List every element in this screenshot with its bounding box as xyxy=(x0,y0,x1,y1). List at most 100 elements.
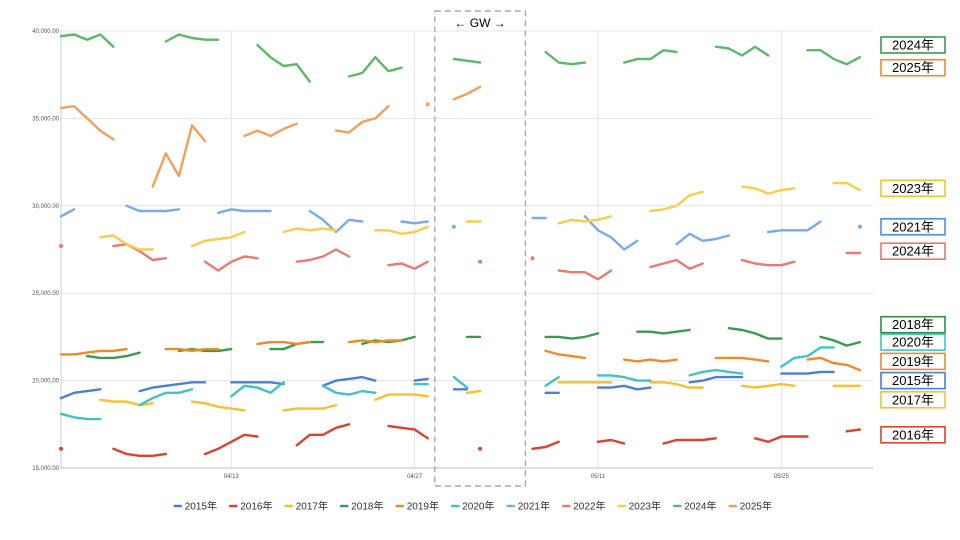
series-line-segment xyxy=(203,255,259,272)
series-lines xyxy=(59,33,862,457)
legend-label: 2022年 xyxy=(573,500,605,513)
series-line-segment xyxy=(295,423,351,447)
series-line-segment xyxy=(544,332,600,340)
legend-label: 2024年 xyxy=(684,500,716,513)
series-line-segment xyxy=(400,220,429,225)
legend-label: 2021年 xyxy=(518,500,550,513)
series-line-segment xyxy=(767,220,822,234)
series-line-segment xyxy=(806,356,862,372)
series-line-segment xyxy=(806,49,862,66)
legend-item: 2019年 xyxy=(395,500,439,513)
series-line-segment xyxy=(452,85,482,101)
gw-annotation: ← GW → xyxy=(434,10,527,487)
series-line-segment xyxy=(832,181,862,192)
series-2015年 xyxy=(59,370,835,400)
legend-label: 2018年 xyxy=(351,500,383,513)
legend-item: 2024年 xyxy=(672,500,717,513)
series-tag: 2016年 xyxy=(880,425,946,444)
data-point xyxy=(478,259,483,264)
series-line-segment xyxy=(623,358,678,363)
series-tag-box xyxy=(880,179,946,198)
series-tag: 2019年 xyxy=(880,352,946,371)
series-line-segment xyxy=(217,208,272,214)
series-tag: 2024年 xyxy=(880,36,946,54)
data-point xyxy=(425,102,430,107)
x-tick-label: 05/25 xyxy=(774,474,790,480)
series-tag-box xyxy=(880,218,946,236)
legend-item: 2023年 xyxy=(617,500,661,513)
series-2016年 xyxy=(59,423,862,457)
series-2024年 xyxy=(59,33,862,83)
series-tag-label: 2020年 xyxy=(892,335,934,350)
gw-label: ← GW → xyxy=(454,16,505,30)
series-line-segment xyxy=(256,43,311,83)
y-tick-label: 15,000.00 xyxy=(32,466,59,472)
series-line-segment xyxy=(452,57,482,64)
series-tag-box xyxy=(880,425,946,444)
series-2017年 xyxy=(99,381,862,412)
series-tag-box xyxy=(880,333,946,351)
series-line-segment xyxy=(125,204,181,213)
series-line-segment xyxy=(243,122,298,138)
series-tag-box xyxy=(880,36,946,54)
legend-item: 2022年 xyxy=(561,500,606,513)
legend: 2015年 2016年 2017年 2018年 2019年 2020年 2021年 2022年… xyxy=(173,500,772,513)
series-tag-label: 2017年 xyxy=(892,392,934,407)
series-line-segment xyxy=(531,440,560,450)
series-line-segment xyxy=(138,388,194,407)
series-line-segment xyxy=(557,269,613,281)
y-tick-label: 40,000.00 xyxy=(32,29,59,35)
series-line-segment xyxy=(740,258,796,267)
legend-label: 2017年 xyxy=(296,500,328,513)
legend-item: 2021年 xyxy=(506,500,550,513)
series-line-segment xyxy=(374,225,429,235)
series-line-segment xyxy=(164,347,220,353)
series-tag-label: 2016年 xyxy=(892,427,934,442)
series-line-segment xyxy=(282,227,338,234)
legend-item: 2016年 xyxy=(228,500,273,513)
legend-item: 2015年 xyxy=(173,500,217,513)
legend-label: 2025年 xyxy=(740,500,772,513)
series-line-segment xyxy=(138,381,207,393)
series-line-segment xyxy=(662,437,717,445)
series-tag: 2018年 xyxy=(880,315,946,334)
y-tick-label: 20,000.00 xyxy=(32,379,59,385)
series-tag-box xyxy=(880,242,946,260)
series-line-segment xyxy=(596,374,652,382)
series-line-segment xyxy=(688,375,744,384)
series-line-segment xyxy=(59,347,128,356)
series-line-segment xyxy=(347,56,403,78)
gridlines xyxy=(60,30,873,469)
series-line-segment xyxy=(230,381,285,386)
data-point xyxy=(857,224,862,229)
series-line-segment xyxy=(544,50,587,66)
series-line-segment xyxy=(59,208,76,218)
data-point xyxy=(530,256,535,261)
series-line-segment xyxy=(59,105,115,141)
series-line-segment xyxy=(636,328,691,335)
series-tag-label: 2019年 xyxy=(892,354,934,369)
series-2023年 xyxy=(99,181,862,251)
series-line-segment xyxy=(596,438,626,445)
series-tag-label: 2024年 xyxy=(892,244,934,259)
series-2020年 xyxy=(59,346,835,421)
legend-label: 2015年 xyxy=(185,500,217,513)
series-tag: 2021年 xyxy=(880,218,946,236)
series-line-segment xyxy=(688,368,744,377)
series-line-segment xyxy=(151,124,207,188)
series-line-segment xyxy=(675,232,731,246)
legend-item: 2018年 xyxy=(339,500,384,513)
series-line-segment xyxy=(190,400,246,412)
series-line-segment xyxy=(780,370,835,375)
series-tag: 2024年 xyxy=(880,242,946,260)
series-line-segment xyxy=(780,346,835,368)
series-line-segment xyxy=(623,49,678,64)
series-line-segment xyxy=(649,381,704,389)
series-line-segment xyxy=(347,339,403,344)
series-line-segment xyxy=(387,260,429,270)
data-point xyxy=(59,446,63,451)
series-line-segment xyxy=(86,351,141,360)
gw-box xyxy=(434,10,527,487)
legend-item: 2025年 xyxy=(728,500,772,513)
series-2022年 xyxy=(59,243,862,281)
